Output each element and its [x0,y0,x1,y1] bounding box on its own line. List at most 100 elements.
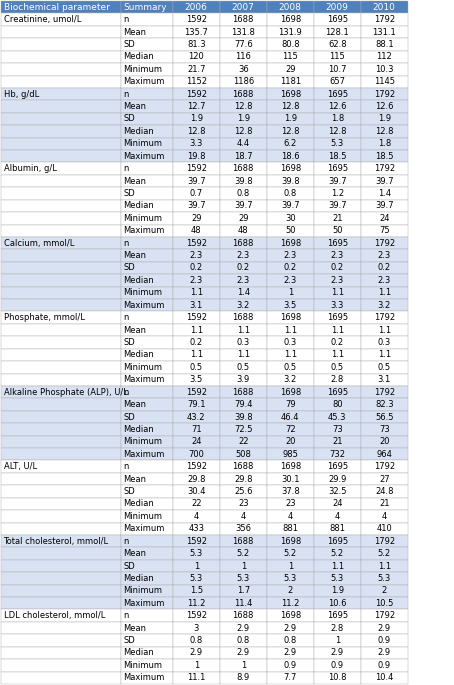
Bar [173,262,220,274]
Text: 81.3: 81.3 [187,40,206,49]
Text: 80: 80 [332,400,343,409]
Text: 131.8: 131.8 [232,27,255,36]
Text: 1.1: 1.1 [237,325,250,334]
Bar [361,560,408,572]
Bar [267,610,314,622]
Bar [1,162,121,175]
Text: 43.2: 43.2 [187,412,206,421]
Bar [314,237,361,249]
Bar [314,138,361,150]
Text: 50: 50 [285,226,296,235]
Bar [314,361,361,373]
Text: 1695: 1695 [327,611,348,620]
Bar [173,349,220,361]
Text: 39.8: 39.8 [234,177,252,186]
Bar [173,448,220,460]
Bar [314,647,361,659]
Bar [173,671,220,684]
Text: 18.7: 18.7 [234,151,252,161]
Bar [1,610,121,622]
Text: 0.8: 0.8 [237,189,250,198]
Bar [1,448,121,460]
Text: 4: 4 [241,512,246,521]
Bar [361,622,408,634]
Bar [173,485,220,498]
Text: 1.4: 1.4 [378,189,391,198]
Bar [173,125,220,138]
Text: 12.8: 12.8 [281,102,300,111]
Text: 79.4: 79.4 [234,400,252,409]
Text: Maximum: Maximum [123,375,165,384]
Bar [173,460,220,473]
Bar [314,75,361,88]
Bar [1,63,121,75]
Text: 2.3: 2.3 [190,251,203,260]
Bar [1,535,121,547]
Bar [121,585,173,597]
Bar [1,597,121,610]
Text: 3.2: 3.2 [284,375,297,384]
Bar [173,647,220,659]
Text: 1688: 1688 [232,611,254,620]
Text: 0.9: 0.9 [331,661,344,670]
Bar [173,312,220,324]
Text: Mean: Mean [123,177,146,186]
Text: 2009: 2009 [326,3,349,12]
Text: 1695: 1695 [327,536,348,546]
Bar [267,399,314,411]
Bar [121,237,173,249]
Bar [314,535,361,547]
Text: 3.2: 3.2 [378,301,391,310]
Bar [314,262,361,274]
Bar [121,572,173,585]
Bar [314,622,361,634]
Text: 410: 410 [376,524,392,534]
Bar [121,659,173,671]
Bar [314,597,361,610]
Bar [267,200,314,212]
Text: 2.9: 2.9 [237,649,250,658]
Bar [314,38,361,51]
Text: Median: Median [123,276,154,285]
Bar [267,647,314,659]
Bar [121,485,173,498]
Bar [267,88,314,100]
Bar [361,1,408,14]
Text: 732: 732 [329,450,345,459]
Bar [121,75,173,88]
Bar [220,75,267,88]
Bar [121,349,173,361]
Bar [1,51,121,63]
Text: n: n [123,15,128,24]
Text: 10.7: 10.7 [328,65,346,74]
Text: 1.9: 1.9 [284,114,297,123]
Text: 29: 29 [191,214,202,223]
Text: 24.8: 24.8 [375,487,394,496]
Text: n: n [123,90,128,99]
Text: 120: 120 [188,52,204,62]
Bar [173,634,220,647]
Text: 1.2: 1.2 [331,189,344,198]
Bar [361,523,408,535]
Bar [1,88,121,100]
Text: Median: Median [123,574,154,583]
Bar [361,274,408,286]
Text: 1792: 1792 [374,536,395,546]
Bar [1,200,121,212]
Bar [220,622,267,634]
Text: 8.9: 8.9 [237,673,250,682]
Bar [1,659,121,671]
Text: 12.7: 12.7 [187,102,206,111]
Text: 1.9: 1.9 [378,114,391,123]
Bar [173,38,220,51]
Text: n: n [123,238,128,248]
Bar [1,560,121,572]
Bar [121,671,173,684]
Text: 1.1: 1.1 [378,288,391,297]
Bar [1,262,121,274]
Bar [121,523,173,535]
Bar [267,324,314,336]
Bar [220,237,267,249]
Text: 2.9: 2.9 [284,649,297,658]
Text: 12.8: 12.8 [234,127,252,136]
